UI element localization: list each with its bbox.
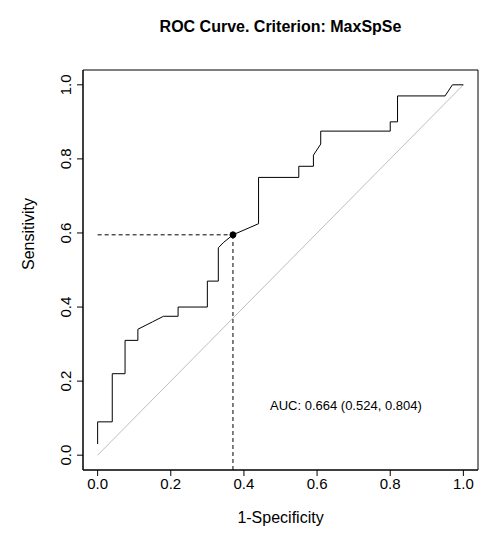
html-text:AUC: 0.664 (0.524, 0.804): AUC: 0.664 (0.524, 0.804) — [270, 398, 422, 413]
svg-text:1.0: 1.0 — [453, 475, 474, 492]
svg-text:0.6: 0.6 — [307, 475, 328, 492]
svg-text:0.4: 0.4 — [57, 297, 74, 318]
svg-text:0.8: 0.8 — [380, 475, 401, 492]
svg-text:0.0: 0.0 — [57, 445, 74, 466]
svg-text:1-Specificity: 1-Specificity — [237, 509, 323, 526]
svg-text:0.8: 0.8 — [57, 148, 74, 169]
svg-text:0.2: 0.2 — [160, 475, 181, 492]
svg-text:0.4: 0.4 — [233, 475, 254, 492]
svg-text:0.6: 0.6 — [57, 223, 74, 244]
svg-text:0.2: 0.2 — [57, 371, 74, 392]
svg-text:Sensitivity: Sensitivity — [20, 198, 37, 270]
html-text:ROC Curve. Criterion: MaxSpSe: ROC Curve. Criterion: MaxSpSe — [159, 18, 402, 35]
svg-text:0.0: 0.0 — [87, 475, 108, 492]
svg-text:1.0: 1.0 — [57, 74, 74, 95]
